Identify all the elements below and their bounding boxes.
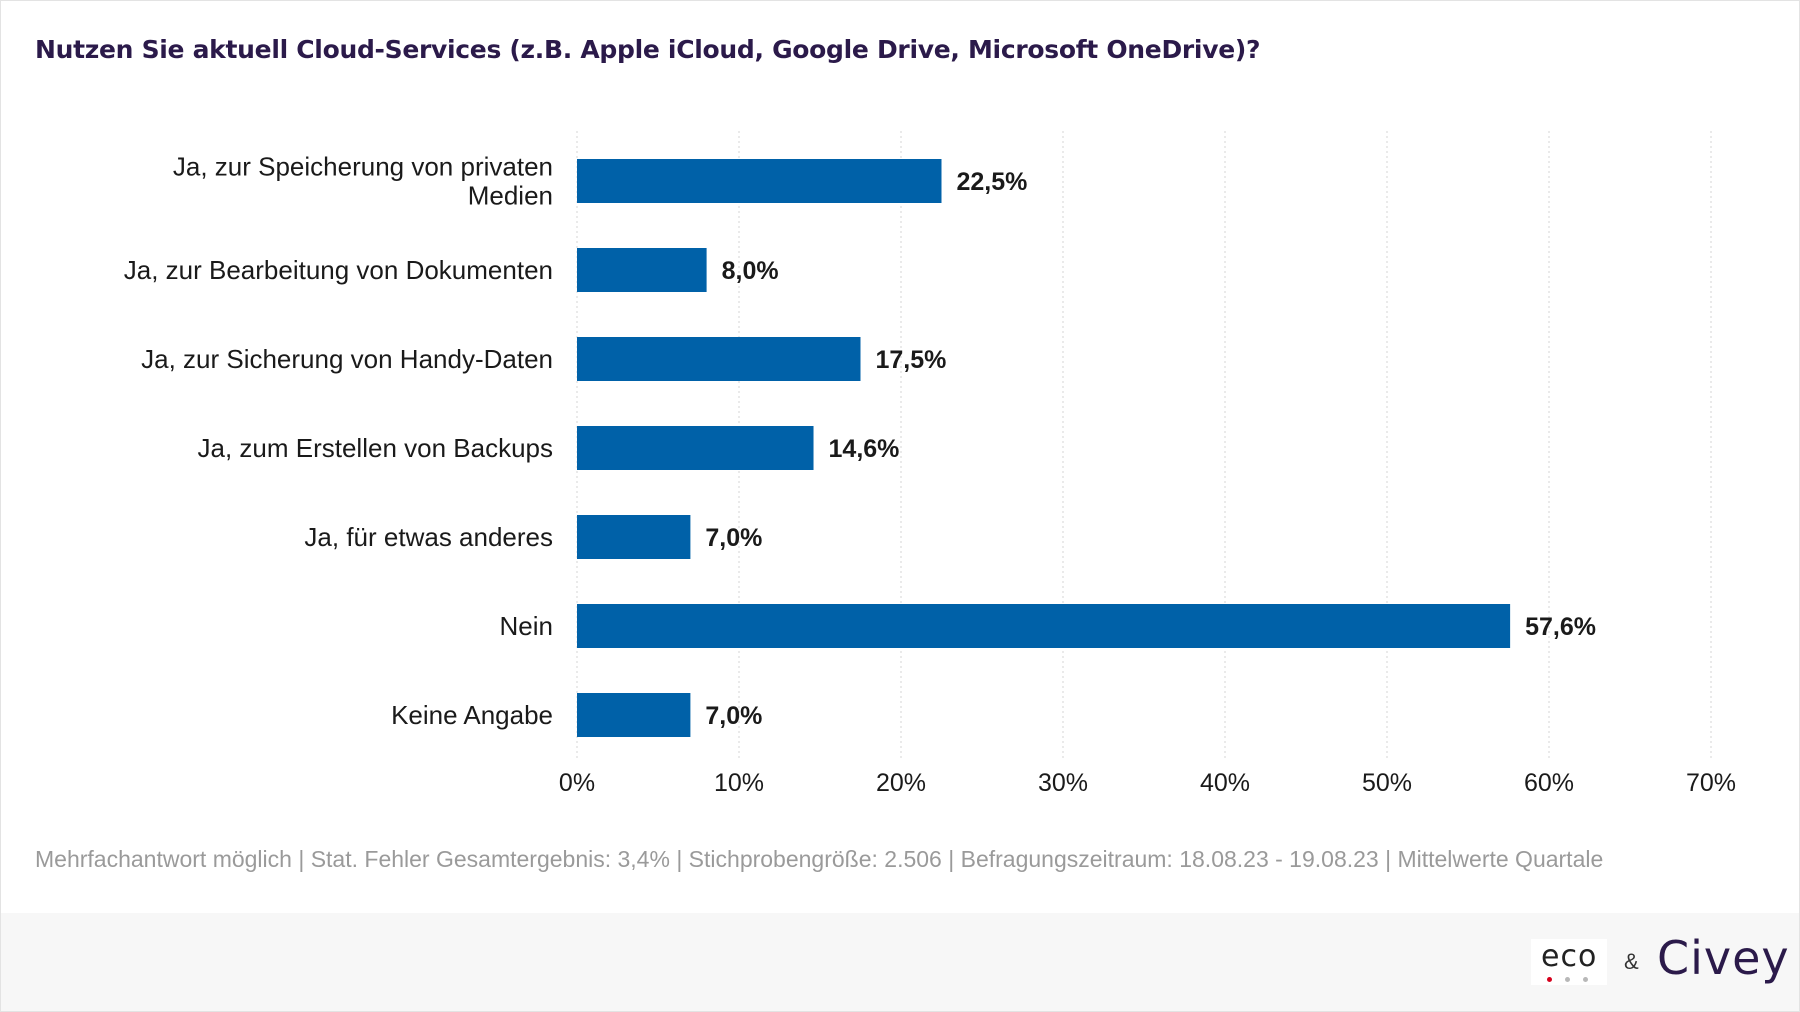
category-label: Ja, zum Erstellen von Backups	[198, 433, 554, 463]
bar	[577, 515, 691, 559]
chart-title: Nutzen Sie aktuell Cloud-Services (z.B. …	[35, 35, 1261, 64]
footer: eco & Civey	[1, 913, 1799, 1011]
category-label-line: Keine Angabe	[391, 700, 553, 730]
category-label-line: Ja, für etwas anderes	[304, 522, 553, 552]
eco-logo-dot-grey	[1565, 977, 1570, 982]
bar	[577, 159, 942, 203]
civey-logo: Civey	[1657, 931, 1790, 985]
eco-logo: eco	[1531, 939, 1607, 985]
logo-ampersand: &	[1624, 949, 1639, 974]
x-tick-label: 0%	[559, 769, 595, 797]
x-tick-label: 10%	[714, 769, 764, 797]
category-label-line: Nein	[500, 611, 553, 641]
bar	[577, 337, 861, 381]
bar-chart: 0% 10% 20% 30% 40% 50% 60% 70% 22,5% Ja, zur Spei…	[124, 131, 1736, 797]
category-label: Nein	[500, 611, 553, 641]
category-label: Ja, zur Bearbeitung von Dokumenten	[124, 255, 553, 285]
bar-value-label: 57,6%	[1525, 613, 1596, 641]
bar	[577, 604, 1511, 648]
category-label: Ja, zur Sicherung von Handy-Daten	[141, 344, 553, 374]
category-label: Ja, für etwas anderes	[304, 522, 553, 552]
bar-value-label: 8,0%	[722, 257, 779, 285]
x-tick-label: 40%	[1200, 769, 1250, 797]
category-label: Ja, zur Speicherung von privaten Medien	[173, 152, 553, 211]
x-tick-label: 60%	[1524, 769, 1574, 797]
bar-value-label: 14,6%	[829, 435, 900, 463]
category-label-line: Ja, zur Bearbeitung von Dokumenten	[124, 255, 553, 285]
x-tick-label: 30%	[1038, 769, 1088, 797]
category-label-line: Medien	[468, 181, 553, 211]
category-label-line: Ja, zur Speicherung von privaten	[173, 152, 553, 182]
eco-logo-dot-grey-2	[1583, 977, 1588, 982]
chart-footnote: Mehrfachantwort möglich | Stat. Fehler G…	[35, 846, 1604, 872]
bar	[577, 693, 691, 737]
x-tick-label: 20%	[876, 769, 926, 797]
eco-logo-dot-red	[1547, 977, 1552, 982]
eco-logo-text: eco	[1541, 939, 1598, 974]
bar	[577, 426, 814, 470]
bar	[577, 248, 707, 292]
category-label: Keine Angabe	[391, 700, 553, 730]
x-tick-label: 70%	[1686, 769, 1736, 797]
bar-value-label: 7,0%	[705, 702, 762, 730]
category-label-line: Ja, zur Sicherung von Handy-Daten	[141, 344, 553, 374]
category-label-line: Ja, zum Erstellen von Backups	[198, 433, 554, 463]
bar-value-label: 7,0%	[705, 524, 762, 552]
x-tick-label: 50%	[1362, 769, 1412, 797]
bar-value-label: 22,5%	[957, 168, 1028, 196]
bar-value-label: 17,5%	[876, 346, 947, 374]
